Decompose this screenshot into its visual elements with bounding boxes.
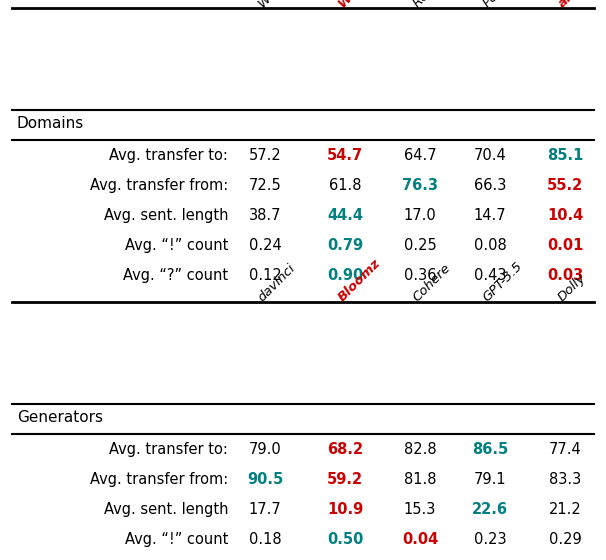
Text: PeerRead: PeerRead [481, 0, 535, 10]
Text: 17.7: 17.7 [248, 502, 281, 517]
Text: 0.04: 0.04 [402, 532, 438, 547]
Text: 82.8: 82.8 [404, 442, 436, 457]
Text: Avg. “!” count: Avg. “!” count [125, 238, 228, 253]
Text: 76.3: 76.3 [402, 178, 438, 193]
Text: 54.7: 54.7 [327, 148, 363, 163]
Text: 61.8: 61.8 [328, 178, 361, 193]
Text: 10.4: 10.4 [547, 208, 583, 223]
Text: 55.2: 55.2 [547, 178, 583, 193]
Text: 85.1: 85.1 [547, 148, 583, 163]
Text: 72.5: 72.5 [248, 178, 281, 193]
Text: Cohere: Cohere [411, 261, 453, 304]
Text: Avg. transfer from:: Avg. transfer from: [90, 472, 228, 487]
Text: Avg. transfer to:: Avg. transfer to: [109, 148, 228, 163]
Text: 0.25: 0.25 [404, 238, 436, 253]
Text: 79.1: 79.1 [474, 472, 506, 487]
Text: 10.9: 10.9 [327, 502, 363, 517]
Text: 77.4: 77.4 [548, 442, 581, 457]
Text: 14.7: 14.7 [474, 208, 506, 223]
Text: 0.12: 0.12 [248, 268, 281, 283]
Text: 59.2: 59.2 [327, 472, 363, 487]
Text: 81.8: 81.8 [404, 472, 436, 487]
Text: 0.50: 0.50 [327, 532, 363, 547]
Text: Wikipedia: Wikipedia [256, 0, 311, 10]
Text: arXiv: arXiv [556, 0, 593, 10]
Text: 0.36: 0.36 [404, 268, 436, 283]
Text: 0.43: 0.43 [474, 268, 506, 283]
Text: 83.3: 83.3 [549, 472, 581, 487]
Text: Avg. transfer from:: Avg. transfer from: [90, 178, 228, 193]
Text: 0.29: 0.29 [548, 532, 581, 547]
Text: Reddit: Reddit [411, 0, 450, 10]
Text: GPT-3.5: GPT-3.5 [481, 259, 525, 304]
Text: 0.24: 0.24 [248, 238, 281, 253]
Text: Dolly: Dolly [556, 271, 588, 304]
Text: Domains: Domains [17, 116, 84, 131]
Text: Avg. “?” count: Avg. “?” count [123, 268, 228, 283]
Text: 0.90: 0.90 [327, 268, 363, 283]
Text: 68.2: 68.2 [327, 442, 363, 457]
Text: Bloomz: Bloomz [336, 256, 384, 304]
Text: 21.2: 21.2 [548, 502, 581, 517]
Text: 15.3: 15.3 [404, 502, 436, 517]
Text: 0.08: 0.08 [474, 238, 507, 253]
Text: 0.18: 0.18 [248, 532, 281, 547]
Text: Avg. transfer to:: Avg. transfer to: [109, 442, 228, 457]
Text: 0.01: 0.01 [547, 238, 583, 253]
Text: Generators: Generators [17, 410, 103, 425]
Text: 0.03: 0.03 [547, 268, 583, 283]
Text: 79.0: 79.0 [248, 442, 281, 457]
Text: WikiHow: WikiHow [336, 0, 391, 10]
Text: 86.5: 86.5 [472, 442, 508, 457]
Text: 66.3: 66.3 [474, 178, 506, 193]
Text: 0.23: 0.23 [474, 532, 506, 547]
Text: 17.0: 17.0 [404, 208, 436, 223]
Text: Avg. “!” count: Avg. “!” count [125, 532, 228, 547]
Text: 64.7: 64.7 [404, 148, 436, 163]
Text: 70.4: 70.4 [474, 148, 507, 163]
Text: 90.5: 90.5 [247, 472, 283, 487]
Text: davinci: davinci [256, 262, 298, 304]
Text: 22.6: 22.6 [472, 502, 508, 517]
Text: 0.79: 0.79 [327, 238, 363, 253]
Text: Avg. sent. length: Avg. sent. length [104, 208, 228, 223]
Text: 44.4: 44.4 [327, 208, 363, 223]
Text: 57.2: 57.2 [248, 148, 281, 163]
Text: 38.7: 38.7 [248, 208, 281, 223]
Text: Avg. sent. length: Avg. sent. length [104, 502, 228, 517]
